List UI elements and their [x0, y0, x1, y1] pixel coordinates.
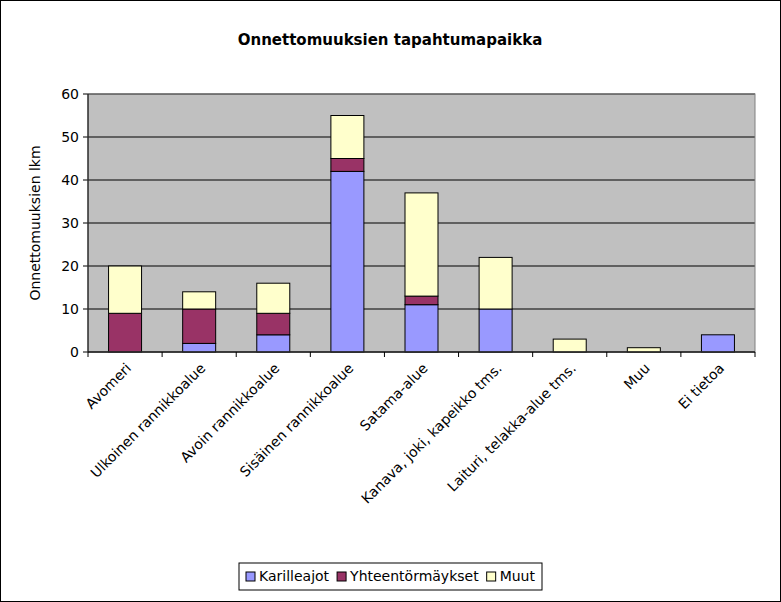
y-tick-label: 40: [61, 172, 79, 188]
x-tick: [162, 352, 163, 357]
x-tick: [532, 352, 533, 357]
plot-area: [88, 94, 755, 352]
grid-line: [88, 137, 755, 138]
title: Onnettomuuksien tapahtumapaikka: [238, 31, 543, 49]
y-tick: [83, 137, 88, 138]
y-tick: [83, 352, 88, 353]
legend-label: Yhteentörmäykset: [349, 568, 479, 584]
bar-segment: [331, 171, 364, 352]
y-axis-label: Onnettomuuksien lkm: [27, 145, 43, 300]
bar-segment: [405, 296, 438, 305]
x-tick: [680, 352, 681, 357]
bar-segment: [405, 305, 438, 352]
x-tick: [88, 352, 89, 357]
bar-segment: [257, 313, 290, 335]
y-tick-label: 50: [61, 129, 79, 145]
bar-segment: [331, 159, 364, 172]
bar-segment: [257, 283, 290, 313]
x-tick-label: Kanava, joki, kapeikko tms.: [358, 360, 505, 507]
bar-segment: [553, 339, 586, 352]
legend: Karilleajot Yhteentörmäykset Muut: [239, 563, 542, 590]
x-tick-label: Satama-alue: [357, 360, 431, 434]
bar-segment: [331, 116, 364, 159]
bar-segment: [479, 257, 512, 309]
bar-segment: [257, 335, 290, 352]
y-tick-label: 20: [61, 258, 79, 274]
x-tick-label: Muu: [621, 360, 653, 392]
bar-segment: [627, 348, 660, 352]
x-tick-label: Laituri, telakka-alue tms.: [444, 360, 579, 495]
bar-segment: [479, 309, 512, 352]
legend-label: Karilleajot: [259, 568, 330, 584]
legend-swatch: [487, 572, 496, 581]
bar-segment: [109, 266, 142, 313]
bar-segment: [183, 309, 216, 343]
chart-border: [1, 1, 781, 602]
x-tick-label: Ei tietoa: [675, 360, 727, 412]
chart: 0102030405060AvomeriUlkoinen rannikkoalu…: [0, 0, 781, 602]
y-axis: [88, 94, 89, 352]
y-tick: [83, 94, 88, 95]
bar-segment: [183, 292, 216, 309]
bar-segment: [701, 335, 734, 352]
y-tick-label: 10: [61, 301, 79, 317]
legend-box: [239, 563, 542, 590]
y-tick: [83, 223, 88, 224]
legend-swatch: [246, 572, 255, 581]
plot-frame: [88, 94, 755, 352]
grid-line: [88, 352, 755, 353]
x-tick-label: Sisäinen rannikkoalue: [237, 360, 357, 480]
x-tick: [458, 352, 459, 357]
y-tick-label: 0: [70, 344, 79, 360]
x-tick: [384, 352, 385, 357]
x-tick: [755, 352, 756, 357]
legend-swatch: [337, 572, 346, 581]
x-tick: [310, 352, 311, 357]
y-tick: [83, 309, 88, 310]
bar-segment: [109, 313, 142, 352]
x-axis: [88, 352, 755, 353]
bar-segment: [405, 193, 438, 296]
legend-label: Muut: [500, 568, 536, 584]
x-tick-label: Avomeri: [82, 360, 134, 412]
y-tick-label: 30: [61, 215, 79, 231]
bar-segment: [183, 343, 216, 352]
grid-line: [88, 180, 755, 181]
x-tick: [606, 352, 607, 357]
bar-segment: [701, 334, 734, 335]
y-tick: [83, 180, 88, 181]
y-tick-label: 60: [61, 86, 79, 102]
x-tick: [236, 352, 237, 357]
y-tick: [83, 266, 88, 267]
bar-segment: [701, 334, 734, 335]
